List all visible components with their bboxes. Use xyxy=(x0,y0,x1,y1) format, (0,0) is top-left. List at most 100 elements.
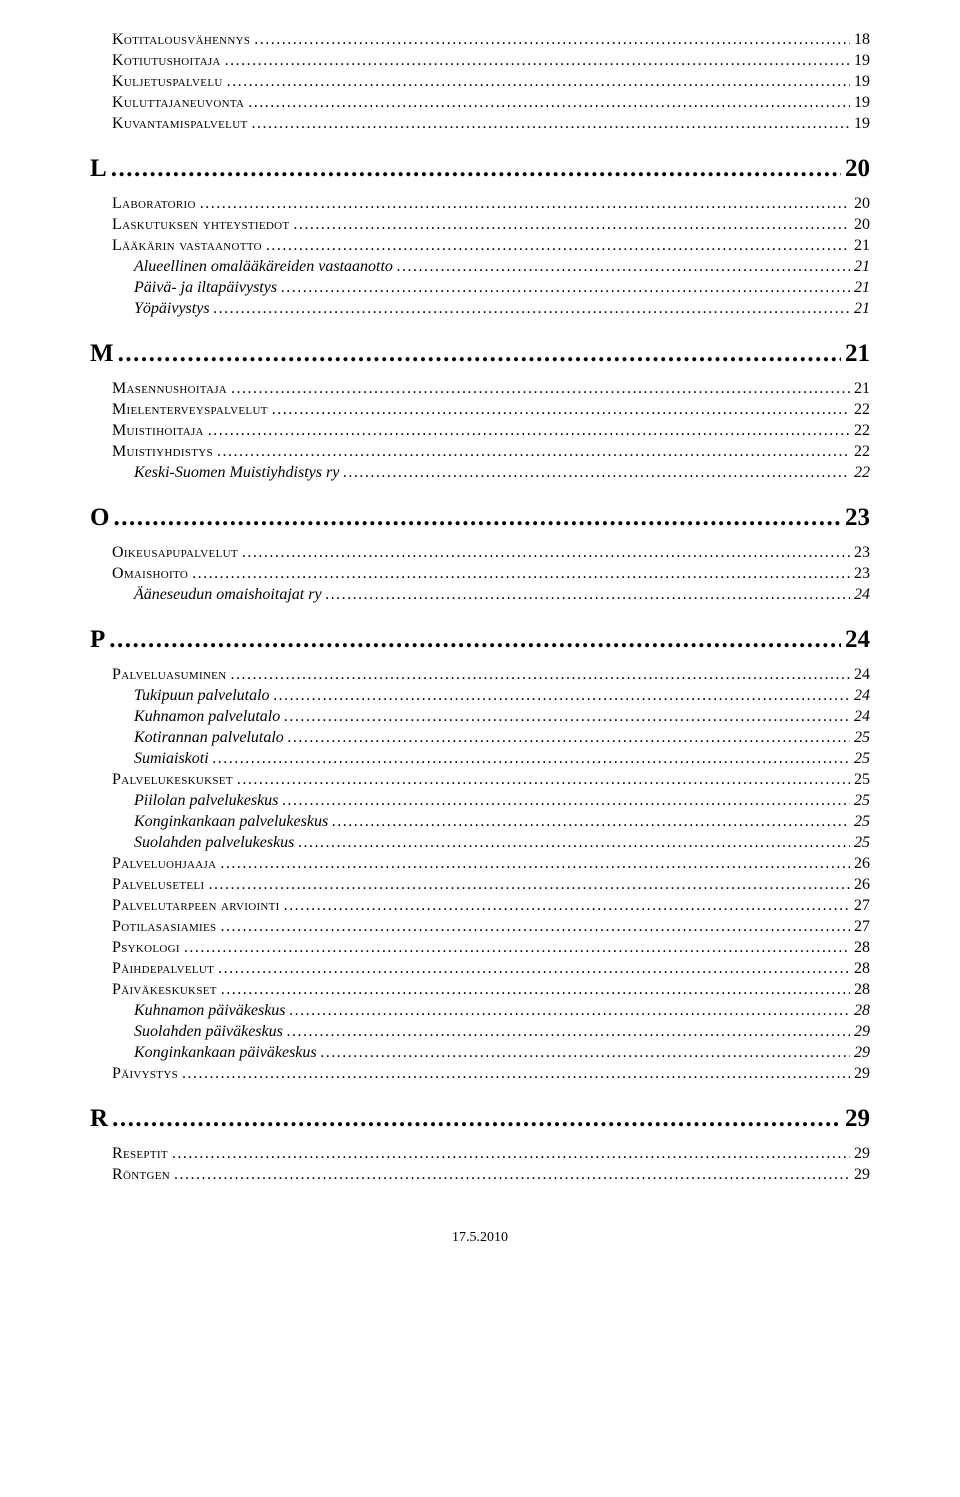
toc-leader-dots: ........................................… xyxy=(112,1105,841,1133)
toc-entry-page: 24 xyxy=(854,708,870,726)
toc-entry-page: 19 xyxy=(854,52,870,70)
toc-entry: Kuhnamon päiväkeskus....................… xyxy=(90,1002,870,1020)
toc-leader-dots: ........................................… xyxy=(230,666,850,684)
toc-entry: M.......................................… xyxy=(90,340,870,368)
toc-entry: Kuljetuspalvelu.........................… xyxy=(90,73,870,91)
toc-entry-label: Sumiaiskoti xyxy=(134,750,209,768)
toc-entry: L.......................................… xyxy=(90,155,870,183)
toc-entry-label: Laskutuksen yhteystiedot xyxy=(112,216,289,234)
toc-entry-page: 24 xyxy=(854,586,870,604)
toc-entry-page: 27 xyxy=(854,897,870,915)
toc-entry: Piilolan palvelukeskus..................… xyxy=(90,792,870,810)
toc-entry: Yöpäivystys.............................… xyxy=(90,300,870,318)
toc-leader-dots: ........................................… xyxy=(281,279,850,297)
toc-entry-label: R xyxy=(90,1105,108,1133)
toc-entry-page: 21 xyxy=(845,340,870,368)
toc-entry-page: 21 xyxy=(854,237,870,255)
toc-leader-dots: ........................................… xyxy=(287,1023,850,1041)
toc-leader-dots: ........................................… xyxy=(174,1166,850,1184)
toc-entry-page: 21 xyxy=(854,380,870,398)
toc-entry-page: 29 xyxy=(854,1145,870,1163)
toc-entry-page: 28 xyxy=(854,939,870,957)
toc-entry: Psykologi...............................… xyxy=(90,939,870,957)
toc-entry-page: 25 xyxy=(854,771,870,789)
toc-entry: Konginkankaan päiväkeskus...............… xyxy=(90,1044,870,1062)
toc-entry-label: Kuljetuspalvelu xyxy=(112,73,223,91)
toc-entry-label: Yöpäivystys xyxy=(134,300,210,318)
toc-entry-page: 25 xyxy=(854,813,870,831)
toc-entry-page: 19 xyxy=(854,73,870,91)
toc-entry-label: Piilolan palvelukeskus xyxy=(134,792,278,810)
toc-entry: Kuvantamispalvelut......................… xyxy=(90,115,870,133)
toc-entry-label: Keski-Suomen Muistiyhdistys ry xyxy=(134,464,339,482)
toc-entry-page: 25 xyxy=(854,834,870,852)
toc-leader-dots: ........................................… xyxy=(231,380,850,398)
toc-leader-dots: ........................................… xyxy=(237,771,850,789)
toc-leader-dots: ........................................… xyxy=(172,1145,850,1163)
toc-entry-label: Röntgen xyxy=(112,1166,170,1184)
toc-entry: Suolahden päiväkeskus...................… xyxy=(90,1023,870,1041)
toc-leader-dots: ........................................… xyxy=(288,729,850,747)
toc-entry-label: P xyxy=(90,626,105,654)
toc-leader-dots: ........................................… xyxy=(192,565,850,583)
toc-entry-label: Muistiyhdistys xyxy=(112,443,213,461)
toc-leader-dots: ........................................… xyxy=(220,855,850,873)
toc-entry: Päiväkeskukset..........................… xyxy=(90,981,870,999)
toc-entry: Reseptit................................… xyxy=(90,1145,870,1163)
toc-entry: Röntgen.................................… xyxy=(90,1166,870,1184)
toc-entry: Oikeusapupalvelut.......................… xyxy=(90,544,870,562)
toc-entry-page: 20 xyxy=(854,195,870,213)
toc-entry-label: Reseptit xyxy=(112,1145,168,1163)
toc-entry-label: Masennushoitaja xyxy=(112,380,227,398)
toc-entry-label: Alueellinen omalääkäreiden vastaanotto xyxy=(134,258,393,276)
toc-entry: Kotirannan palvelutalo..................… xyxy=(90,729,870,747)
toc-leader-dots: ........................................… xyxy=(109,626,841,654)
toc-entry-page: 25 xyxy=(854,729,870,747)
toc-entry: Keski-Suomen Muistiyhdistys ry..........… xyxy=(90,464,870,482)
toc-entry-page: 23 xyxy=(854,544,870,562)
toc-leader-dots: ........................................… xyxy=(118,340,841,368)
toc-leader-dots: ........................................… xyxy=(242,544,850,562)
toc-entry-label: Päivystys xyxy=(112,1065,178,1083)
toc-entry-page: 29 xyxy=(854,1023,870,1041)
toc-entry-page: 18 xyxy=(854,31,870,49)
toc-entry-label: Päiväkeskukset xyxy=(112,981,217,999)
toc-entry-label: Palveluohjaaja xyxy=(112,855,216,873)
toc-entry-page: 20 xyxy=(845,155,870,183)
toc-entry-page: 20 xyxy=(854,216,870,234)
toc-entry: Palveluasuminen.........................… xyxy=(90,666,870,684)
toc-list: Kotitalousvähennys......................… xyxy=(90,31,870,1184)
toc-entry-label: Laboratorio xyxy=(112,195,196,213)
toc-entry-label: Kuluttajaneuvonta xyxy=(112,94,244,112)
toc-entry-label: Kuhnamon päiväkeskus xyxy=(134,1002,286,1020)
toc-leader-dots: ........................................… xyxy=(397,258,850,276)
toc-entry: Kotiutushoitaja.........................… xyxy=(90,52,870,70)
toc-entry-label: Päivä- ja iltapäivystys xyxy=(134,279,277,297)
toc-entry: Sumiaiskoti.............................… xyxy=(90,750,870,768)
toc-entry: Palveluohjaaja..........................… xyxy=(90,855,870,873)
toc-entry-label: Mielenterveyspalvelut xyxy=(112,401,268,419)
toc-entry-page: 21 xyxy=(854,279,870,297)
toc-leader-dots: ........................................… xyxy=(113,504,841,532)
toc-entry-page: 29 xyxy=(854,1166,870,1184)
toc-entry-page: 26 xyxy=(854,855,870,873)
toc-entry-label: Omaishoito xyxy=(112,565,188,583)
toc-entry-label: Palvelutarpeen arviointi xyxy=(112,897,280,915)
toc-entry-label: Oikeusapupalvelut xyxy=(112,544,238,562)
footer-date: 17.5.2010 xyxy=(90,1230,870,1246)
toc-leader-dots: ........................................… xyxy=(251,115,850,133)
toc-entry-label: M xyxy=(90,340,114,368)
toc-leader-dots: ........................................… xyxy=(227,73,850,91)
toc-entry-page: 28 xyxy=(854,981,870,999)
toc-entry-page: 24 xyxy=(845,626,870,654)
toc-leader-dots: ........................................… xyxy=(217,443,850,461)
toc-entry: Päivystys...............................… xyxy=(90,1065,870,1083)
toc-entry: Palvelukeskukset........................… xyxy=(90,771,870,789)
toc-entry-page: 25 xyxy=(854,750,870,768)
toc-entry: Konginkankaan palvelukeskus.............… xyxy=(90,813,870,831)
toc-entry-page: 21 xyxy=(854,258,870,276)
toc-entry: Kuluttajaneuvonta.......................… xyxy=(90,94,870,112)
toc-entry: Masennushoitaja.........................… xyxy=(90,380,870,398)
toc-entry: Palvelutarpeen arviointi................… xyxy=(90,897,870,915)
toc-entry: Laboratorio.............................… xyxy=(90,195,870,213)
